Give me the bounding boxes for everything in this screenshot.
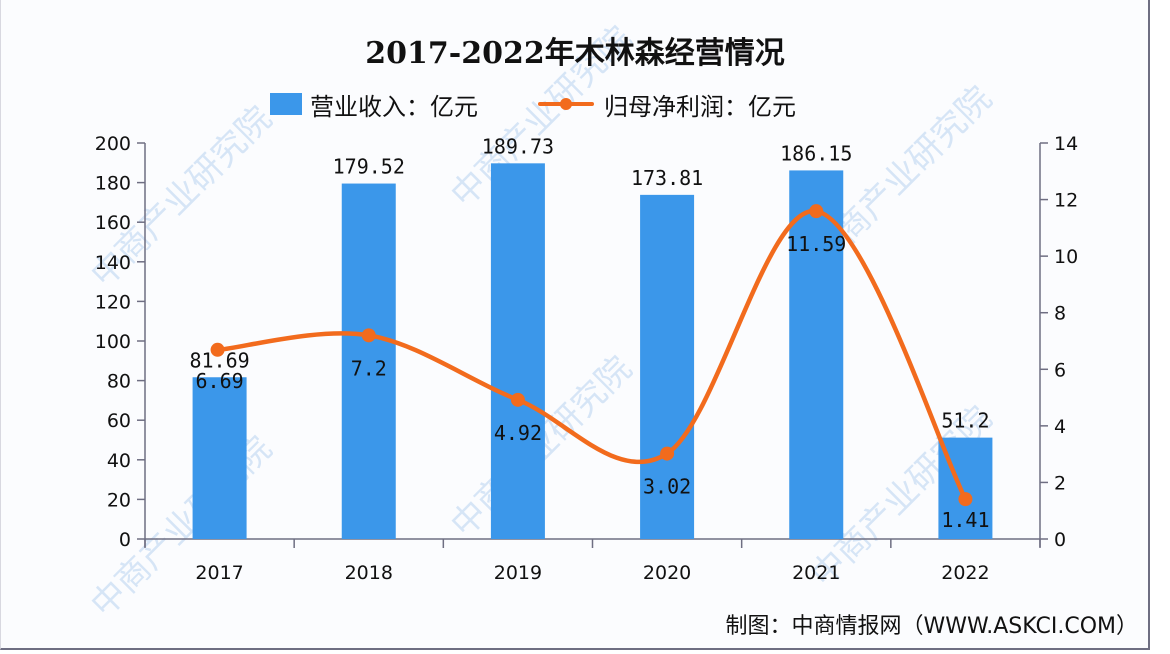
right-y-tick-label: 12 [1054, 190, 1078, 212]
source-note: 制图：中商情报网（WWW.ASKCI.COM） [725, 614, 1138, 639]
legend-item-revenue: 营业收入：亿元 [270, 87, 478, 122]
bar-value-label: 81.69 [189, 348, 249, 372]
right-y-tick-label: 10 [1054, 246, 1078, 268]
legend-label-revenue: 营业收入：亿元 [310, 92, 478, 121]
x-tick-label: 2019 [494, 562, 542, 584]
line-point-marker [361, 328, 376, 343]
axes: 0 20 40 60 80 100 120 140 160 180 200 0 2 4 6 8 10 12 14 20… [95, 133, 1078, 584]
line-series [210, 204, 973, 507]
line-value-label: 3.02 [643, 475, 691, 499]
net-profit-line [217, 208, 968, 502]
bar-value-label: 173.81 [631, 166, 703, 190]
left-y-tick-label: 40 [107, 450, 131, 472]
right-y-tick-label: 14 [1054, 133, 1078, 155]
right-y-tick-label: 6 [1054, 359, 1066, 381]
bar-value-label: 51.2 [941, 409, 989, 433]
chart-frame [0, 0, 1150, 650]
bar-series [192, 163, 993, 539]
line-point-marker [210, 342, 225, 357]
chart-title: 2017-2022年木林森经营情况 [365, 36, 785, 71]
bar [192, 377, 247, 539]
line-point-marker [660, 446, 675, 461]
x-tick-label: 2017 [195, 562, 243, 584]
x-tick-label: 2020 [643, 562, 691, 584]
right-y-tick-label: 2 [1054, 472, 1066, 494]
line-point-marker [510, 392, 525, 407]
left-y-tick-label: 20 [107, 489, 131, 511]
bar-value-label: 189.73 [482, 134, 554, 158]
left-y-tick-label: 180 [95, 173, 131, 195]
bar-value-label: 179.52 [333, 155, 405, 179]
left-y-tick-label: 0 [119, 529, 131, 551]
right-y-tick-label: 8 [1054, 303, 1066, 325]
x-tick-label: 2018 [345, 562, 393, 584]
left-y-tick-label: 200 [95, 133, 131, 155]
line-value-label: 6.69 [195, 369, 243, 393]
bar [789, 170, 844, 539]
right-y-tick-label: 0 [1054, 529, 1066, 551]
bar-swatch-icon [270, 93, 302, 115]
line-point-marker [809, 204, 824, 219]
data-labels: 81.69 179.52 189.73 173.81 186.15 51.2 6.69 7.2… [189, 134, 989, 532]
chart-legend: 营业收入：亿元 归母净利润：亿元 [270, 87, 856, 122]
legend-label-net-profit: 归母净利润：亿元 [604, 92, 796, 121]
bar [490, 163, 545, 539]
line-value-label: 4.92 [494, 421, 542, 445]
bar [640, 194, 695, 539]
left-y-tick-label: 140 [95, 252, 131, 274]
bar-value-label: 186.15 [780, 141, 852, 165]
legend-item-net-profit: 归母净利润：亿元 [538, 87, 796, 122]
line-value-label: 11.59 [786, 232, 846, 256]
left-y-tick-label: 100 [95, 331, 131, 353]
left-y-tick-label: 60 [107, 410, 131, 432]
bar [341, 183, 396, 539]
line-value-label: 1.41 [941, 508, 989, 532]
left-y-tick-label: 120 [95, 291, 131, 313]
right-y-tick-label: 4 [1054, 416, 1066, 438]
left-y-tick-label: 80 [107, 371, 131, 393]
line-point-marker [958, 492, 973, 507]
left-y-tick-label: 160 [95, 212, 131, 234]
x-tick-label: 2021 [792, 562, 840, 584]
line-value-label: 7.2 [351, 356, 387, 380]
x-tick-label: 2022 [941, 562, 989, 584]
line-marker-icon [538, 98, 594, 110]
